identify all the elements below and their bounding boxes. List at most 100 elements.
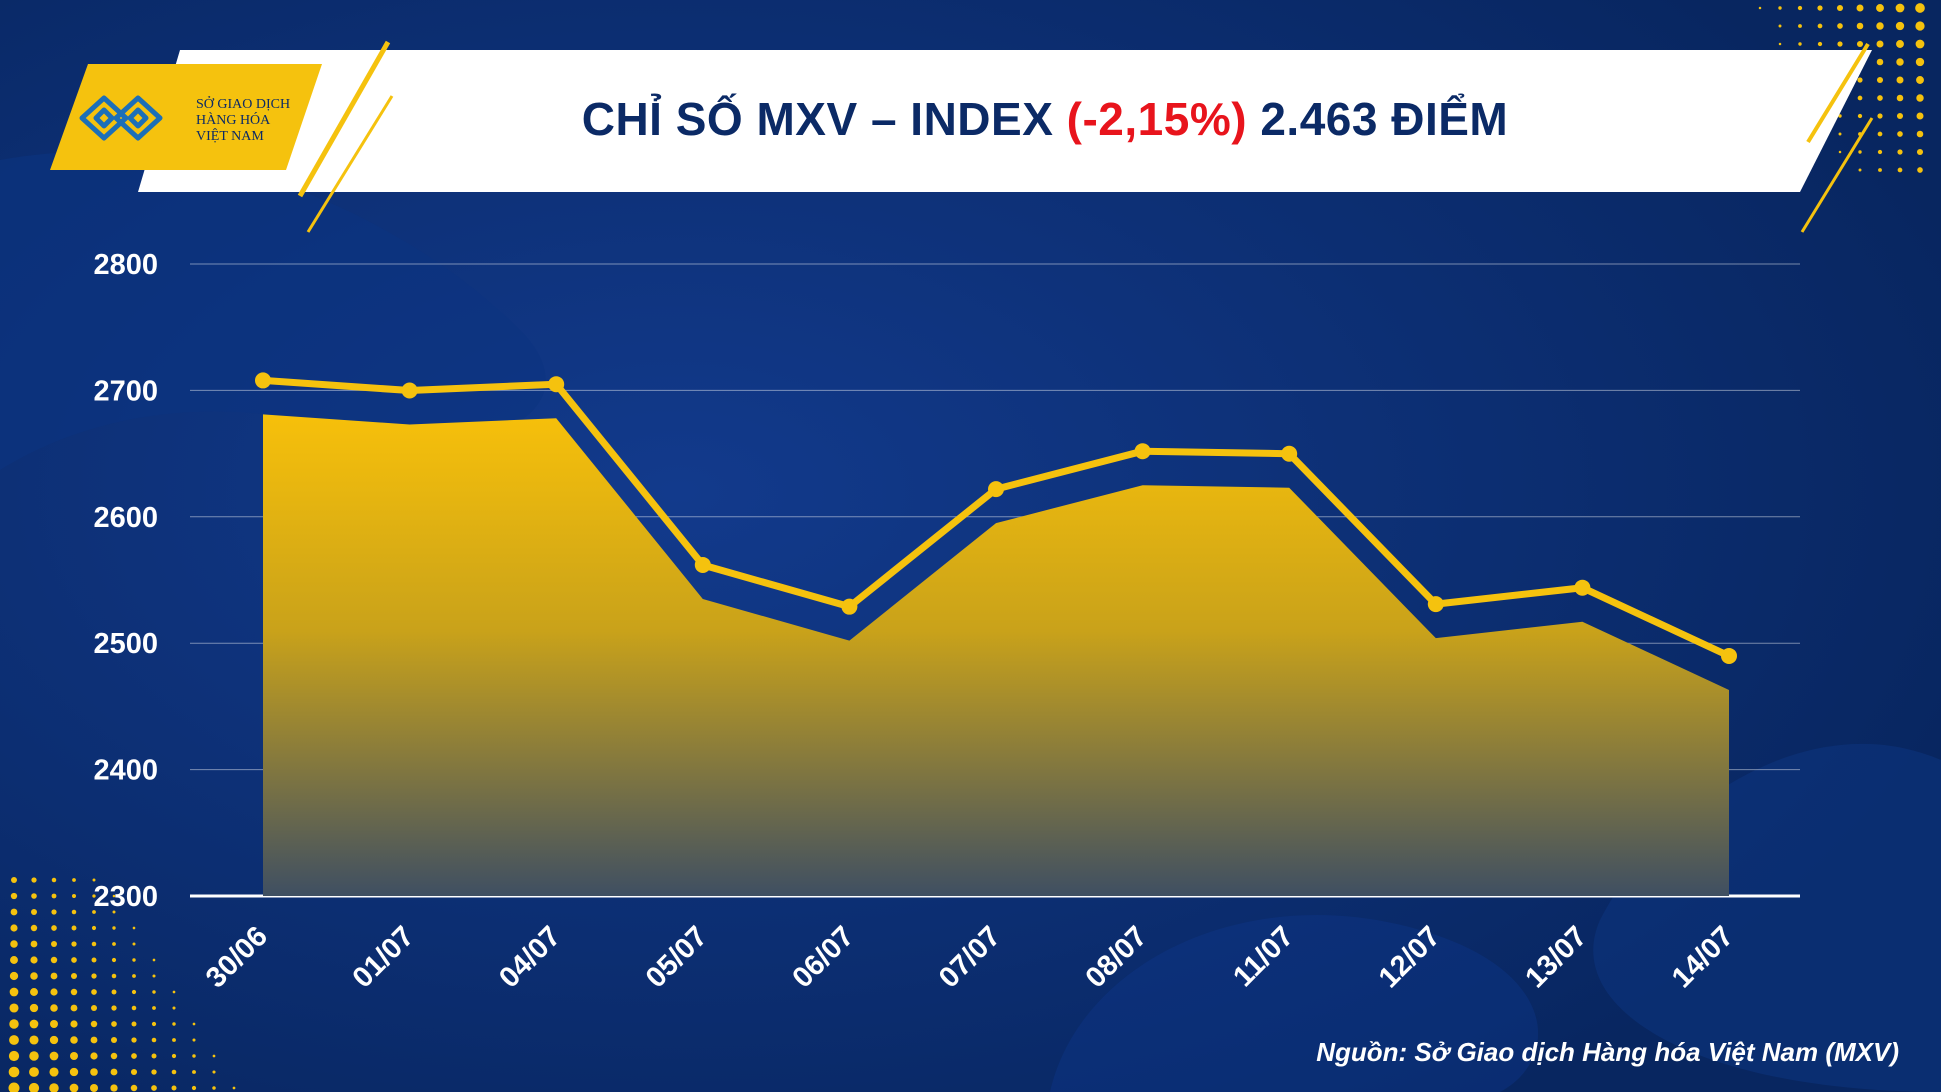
decoration-dot [10, 940, 18, 948]
decoration-dot [1876, 40, 1884, 48]
decoration-dot [131, 1005, 137, 1011]
decoration-dot [152, 1006, 156, 1010]
data-point [548, 376, 565, 393]
decoration-dot [132, 926, 136, 930]
line-series [255, 372, 1737, 664]
decoration-dot [1896, 40, 1904, 48]
data-point [1281, 445, 1298, 462]
decoration-dot [51, 909, 57, 915]
decoration-dot [8, 1066, 20, 1078]
logo-background [50, 64, 322, 170]
decoration-dot [130, 1068, 138, 1076]
decoration-dot [1876, 22, 1884, 30]
decoration-dot [50, 940, 58, 948]
decoration-dot [1857, 77, 1863, 83]
decoration-dot [152, 990, 156, 994]
decoration-dot [30, 956, 38, 964]
data-point [1721, 647, 1737, 664]
decoration-dot [132, 958, 136, 962]
decoration-dot [112, 926, 116, 930]
decoration-dot [10, 892, 18, 900]
decoration-dot [1876, 76, 1884, 84]
decoration-dot [111, 1005, 117, 1011]
title-change-percent: (-2,15%) [1066, 93, 1248, 145]
decoration-dot [69, 1067, 79, 1077]
decoration-dot [70, 972, 78, 980]
decoration-dot [151, 1069, 157, 1075]
data-point [255, 372, 271, 389]
decoration-dot [172, 1038, 176, 1042]
decoration-dot [192, 1022, 196, 1026]
decoration-dot [212, 1070, 216, 1074]
y-tick-label: 2300 [93, 881, 158, 913]
decoration-dot [1916, 94, 1924, 102]
decoration-dot [1896, 112, 1904, 120]
y-tick-label: 2800 [93, 249, 158, 281]
decoration-dot [172, 1022, 176, 1026]
decoration-dot [1915, 21, 1925, 31]
decoration-dot [1897, 149, 1903, 155]
decoration-dot [91, 957, 97, 963]
decoration-dot [191, 1085, 197, 1091]
decoration-dot [30, 988, 38, 996]
decoration-dot [1836, 4, 1844, 12]
decoration-dot [90, 1084, 98, 1092]
decoration-dot [110, 1052, 118, 1060]
title-main: CHỈ SỐ MXV – INDEX [581, 93, 1054, 145]
decoration-dot [1837, 41, 1843, 47]
decoration-dot [1798, 24, 1802, 28]
data-point [1574, 579, 1591, 596]
title-banner [138, 50, 1872, 192]
decoration-dot [90, 1068, 98, 1076]
decoration-dot [91, 973, 97, 979]
decoration-dot [1877, 113, 1883, 119]
decoration-dot [70, 1004, 78, 1012]
decoration-dot [92, 878, 96, 882]
data-point [988, 481, 1004, 498]
decoration-dot [9, 971, 19, 981]
banner-accent-line [297, 40, 391, 198]
decoration-dot [1758, 6, 1762, 10]
decoration-dot [1817, 5, 1823, 11]
decoration-dot [91, 989, 97, 995]
decoration-dot [131, 989, 137, 995]
decoration-dot [49, 1051, 59, 1061]
decoration-dot [152, 974, 156, 978]
decoration-dot [1897, 167, 1903, 173]
decoration-dot [171, 1069, 177, 1075]
decoration-dot [1916, 112, 1924, 120]
decoration-dot [49, 1083, 59, 1092]
decoration-dot [112, 910, 116, 914]
decoration-dot [151, 1037, 157, 1043]
background-wave-shape [1050, 914, 1539, 1092]
decoration-dot [110, 1084, 118, 1092]
y-tick-label: 2700 [93, 375, 158, 407]
area-series [263, 414, 1729, 896]
decoration-dot [151, 1053, 157, 1059]
decoration-dot [50, 988, 58, 996]
dot-pattern-decoration [8, 877, 236, 1092]
decoration-dot [90, 1020, 98, 1028]
decoration-dot [1817, 41, 1823, 47]
area-fill [263, 414, 1729, 896]
decoration-dot [111, 973, 117, 979]
decoration-dot [90, 1004, 98, 1012]
logo-text-line: SỞ GIAO DỊCH [196, 97, 291, 112]
decoration-dot [130, 1084, 138, 1092]
decoration-dot [91, 941, 97, 947]
decoration-dot [70, 1036, 78, 1044]
decoration-dot [132, 974, 136, 978]
decoration-dot [111, 957, 117, 963]
decoration-dot [70, 1020, 78, 1028]
decoration-dot [1877, 131, 1883, 137]
y-tick-label: 2500 [93, 628, 158, 660]
decoration-dot [1778, 6, 1782, 10]
decoration-dot [30, 924, 38, 932]
decoration-dot [1798, 42, 1802, 46]
decoration-dot [29, 1003, 39, 1013]
decoration-dot [92, 894, 96, 898]
decoration-dot [9, 987, 19, 997]
decoration-dot [1896, 58, 1904, 66]
decoration-dot [29, 1035, 39, 1045]
decoration-dot [1838, 150, 1842, 154]
